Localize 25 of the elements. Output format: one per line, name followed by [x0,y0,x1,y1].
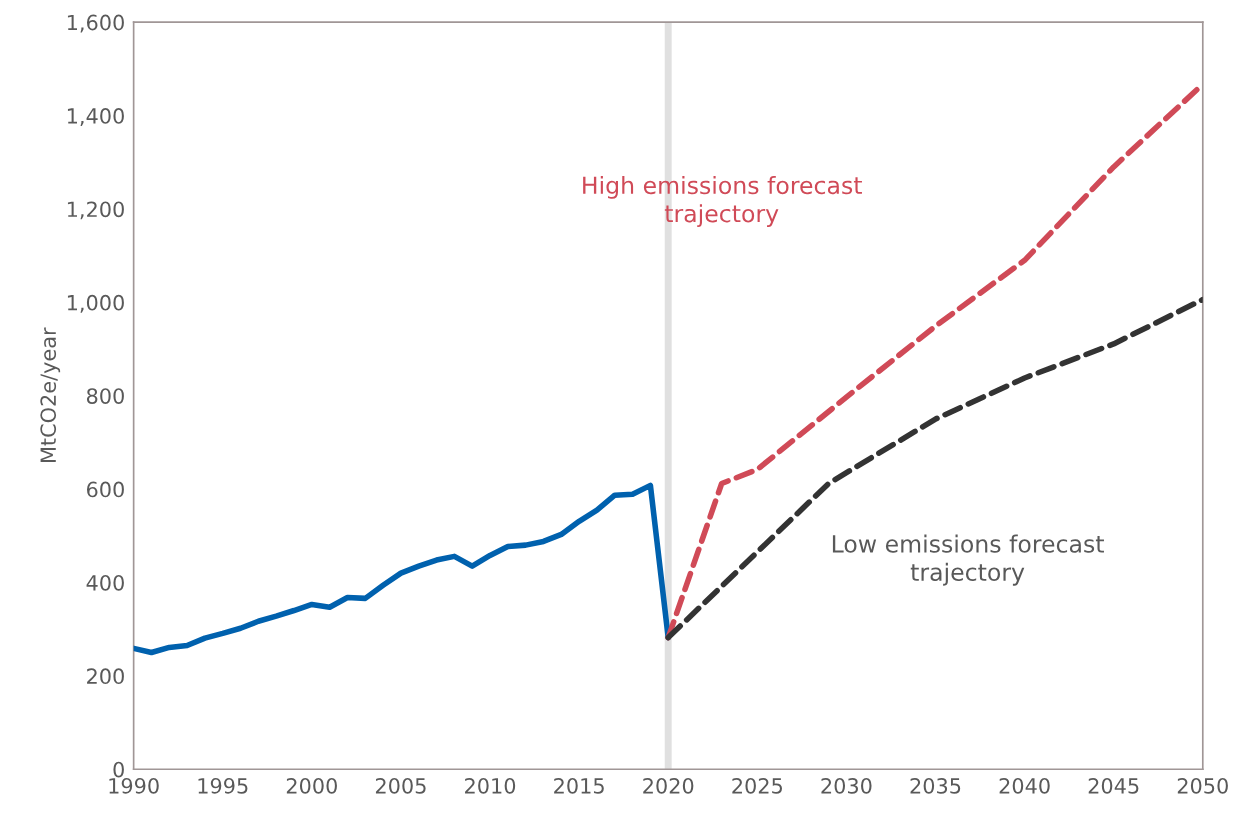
x-tick-label: 2005 [375,777,426,794]
x-tick-label: 1995 [198,777,248,794]
y-axis-title: MtCO2e/year [40,327,61,463]
y-tick-label: 800 [86,388,124,404]
y-tick-label: 400 [86,574,124,591]
y-tick-label: 1,400 [67,108,124,126]
y-tick-label: 1,200 [67,201,124,220]
x-tick-label: 2040 [999,777,1050,794]
x-tick-label: 2020 [643,777,694,794]
x-tick-label: 2030 [821,777,872,794]
x-tick-label: 2035 [910,777,961,794]
y-tick-label: 600 [87,481,124,498]
y-tick-label: 200 [87,668,124,685]
annotation: High emissions forecast trajectory [583,175,862,228]
x-tick-label: 2010 [465,777,516,794]
y-tick-label: 1,000 [67,294,124,313]
y-tick-label: 0 [113,761,124,778]
x-tick-label: 2000 [286,777,337,794]
x-tick-label: 2050 [1177,777,1228,794]
x-tick-label: 1990 [109,777,159,794]
x-tick-label: 2015 [554,777,604,794]
annotation: Low emissions forecast trajectory [832,534,1104,586]
x-tick-label: 2025 [732,777,782,794]
x-tick-label: 2045 [1088,777,1139,794]
y-tick-label: 1,600 [67,14,124,33]
